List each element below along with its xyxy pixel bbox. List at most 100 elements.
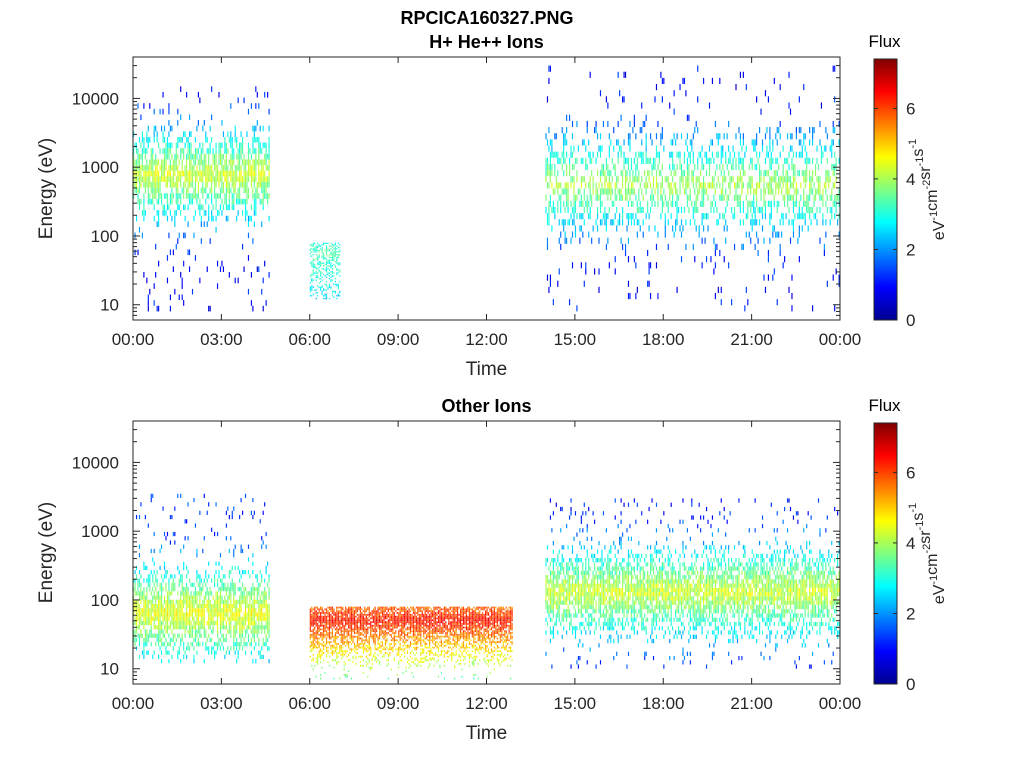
flux-cell [331,621,334,623]
flux-cell [680,231,683,238]
flux-cell [314,619,316,622]
flux-cell [323,646,325,649]
flux-cell [346,641,348,644]
flux-cell [330,259,332,262]
flux-cell [234,650,236,655]
flux-cell [215,608,217,613]
flux-cell [143,616,145,621]
flux-cell [758,206,761,214]
flux-cell [325,261,328,263]
flux-cell [262,193,264,199]
flux-cell [667,182,669,189]
flux-cell [726,225,728,232]
flux-cell [635,133,637,140]
flux-cell [230,582,232,588]
flux-cell [655,243,658,250]
flux-cell [172,266,174,273]
flux-cell [234,625,236,630]
flux-cell [166,612,169,617]
flux-cell [651,200,653,207]
flux-cell [611,200,613,207]
flux-cell [570,237,572,244]
flux-cell [549,157,552,164]
flux-cell [150,616,152,621]
flux-cell [253,620,255,626]
flux-cell [212,170,214,177]
flux-cell [321,290,323,293]
flux-cell [672,176,674,183]
flux-cell [216,633,219,638]
flux-cell [155,599,157,604]
flux-cell [545,157,547,164]
flux-cell [577,145,579,152]
flux-cell [627,237,630,244]
flux-cell [763,200,765,207]
flux-cell [660,188,662,195]
flux-cell [133,599,135,604]
flux-cell [138,578,141,583]
flux-cell [672,139,674,146]
flux-cell [227,646,229,651]
flux-cell [330,245,332,247]
flux-cell [820,194,823,201]
flux-cell [180,493,182,499]
flux-cell [255,620,257,626]
flux-cell [353,646,356,649]
flux-cell [162,616,164,621]
flux-cell [591,194,593,201]
flux-cell [231,204,233,211]
flux-cell [745,231,747,238]
flux-cell [672,163,674,171]
flux-cell [374,613,376,616]
flux-cell [346,675,348,678]
flux-cell [573,145,575,152]
flux-cell [255,599,257,604]
flux-cell [315,623,317,625]
flux-cell [250,181,252,188]
flux-cell [733,182,736,189]
flux-cell [720,299,722,306]
flux-cell [798,256,800,263]
flux-cell [162,159,164,166]
flux-cell [362,615,364,618]
flux-cell [374,657,376,660]
flux-cell [337,295,339,297]
flux-cell [311,650,313,653]
flux-cell [163,565,166,571]
flux-cell [340,650,342,653]
flux-cell [171,587,173,592]
flux-cell [205,159,207,166]
flux-cell [362,639,364,642]
flux-cell [259,595,261,600]
flux-cell [362,619,364,622]
flux-cell [563,200,565,207]
flux-cell [703,200,705,207]
flux-cell [801,170,803,177]
flux-cell [748,182,750,189]
flux-cell [772,231,774,238]
flux-cell [701,262,703,269]
flux-cell [654,200,656,207]
flux-cell [708,182,711,189]
flux-cell [190,620,192,626]
flux-cell [318,619,320,622]
flux-cell [804,213,806,220]
flux-cell [244,608,247,613]
flux-cell [264,587,266,592]
flux-cell [339,610,341,613]
flux-cell [548,182,550,189]
flux-cell [163,608,166,613]
flux-cell [779,120,781,128]
flux-cell [639,182,641,189]
flux-cell [367,641,369,644]
flux-cell [798,231,800,238]
flux-cell [166,193,169,199]
flux-cell [557,200,559,207]
flux-cell [171,176,173,182]
flux-cell [361,632,363,634]
flux-cell [218,193,220,199]
flux-cell [255,659,257,664]
flux-cell [343,673,345,676]
flux-cell [739,206,742,214]
flux-cell [641,151,643,158]
